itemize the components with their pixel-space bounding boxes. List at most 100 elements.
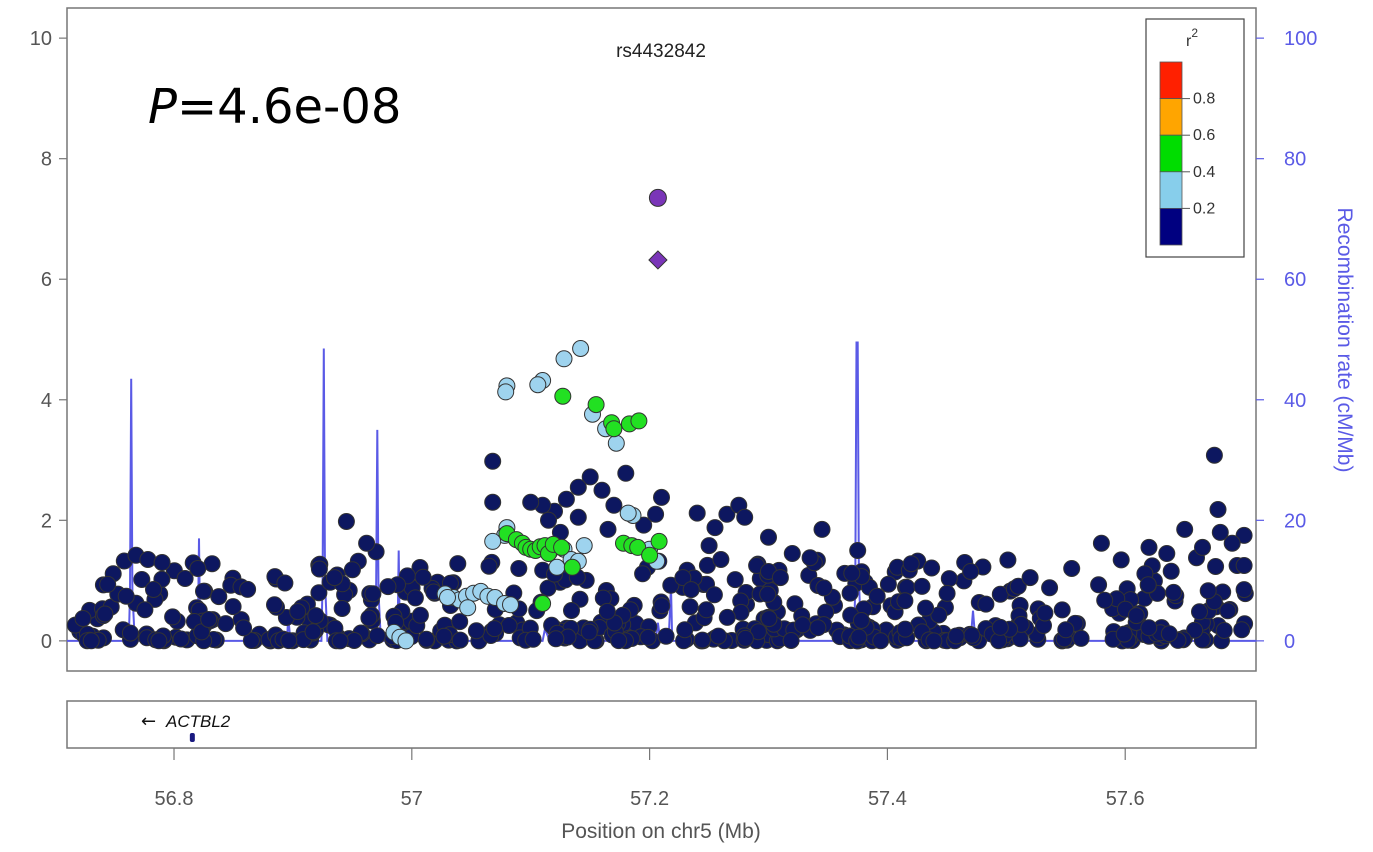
x-axis-title: Position on chr5 (Mb) (561, 820, 761, 843)
index-snp-circle (648, 188, 667, 207)
snp-point-low-ld (368, 627, 386, 645)
legend-label: 0.4 (1193, 164, 1215, 181)
snp-point-low-ld (635, 516, 653, 534)
snp-point-r2-0.2-0.4 (572, 340, 590, 357)
snp-point-low-ld (688, 504, 706, 522)
snp-point-low-ld (682, 581, 700, 599)
snp-point-low-ld (451, 613, 469, 631)
y-tick-label: 8 (41, 149, 52, 171)
right-tick-label: 60 (1284, 269, 1306, 291)
snp-point-low-ld (210, 588, 228, 606)
snp-point-r2-0.2-0.4 (575, 537, 593, 555)
snp-point-low-ld (917, 599, 935, 617)
snp-point-low-ld (310, 560, 328, 578)
index-snp-title: rs4432842 (616, 41, 706, 62)
snp-point-low-ld (96, 605, 114, 623)
snp-point-low-ld (718, 505, 736, 523)
snp-point-low-ld (697, 601, 715, 619)
snp-point-low-ld (879, 575, 897, 593)
snp-point-low-ld (337, 513, 355, 530)
snp-point-low-ld (653, 488, 670, 506)
snp-point-low-ld (451, 631, 469, 649)
y-tick-label: 2 (41, 510, 52, 532)
snp-point-low-ld (736, 629, 754, 647)
snp-point-low-ld (794, 616, 812, 634)
snp-point-low-ld (1112, 551, 1130, 569)
snp-point-low-ld (203, 555, 221, 573)
x-tick-label: 56.8 (155, 788, 194, 810)
snp-point-low-ld (136, 601, 154, 619)
snp-point-low-ld (358, 534, 376, 552)
snp-point-r2-0.4-0.6 (650, 532, 668, 550)
snp-point-r2-0.4-0.6 (587, 396, 605, 414)
right-tick-label: 0 (1284, 631, 1295, 653)
gene-body (189, 733, 195, 742)
snp-point-low-ld (1235, 526, 1253, 544)
snp-point-low-ld (164, 608, 182, 626)
legend-color-bin (1159, 134, 1183, 173)
snp-point-low-ld (605, 496, 623, 514)
snp-point-low-ld (276, 574, 294, 592)
snp-point-low-ld (681, 598, 699, 616)
snp-point-r2-0.2-0.4 (497, 383, 515, 401)
gene-label: ACTBL2 (165, 712, 231, 731)
snp-point-low-ld (569, 508, 587, 526)
snp-point-low-ld (1235, 581, 1253, 599)
snp-point-low-ld (938, 584, 956, 602)
snp-point-low-ld (662, 576, 680, 594)
snp-point-r2-0.2-0.4 (555, 350, 573, 368)
snp-point-low-ld (1209, 501, 1227, 518)
snp-point-low-ld (239, 580, 257, 598)
snp-point-low-ld (925, 632, 943, 650)
snp-point-r2-0.2-0.4 (502, 596, 519, 614)
snp-point-low-ld (406, 589, 424, 607)
snp-point-low-ld (150, 632, 168, 650)
snp-point-low-ld (1127, 607, 1145, 625)
snp-point-low-ld (82, 632, 100, 650)
snp-point-low-ld (999, 551, 1017, 569)
snp-point-low-ld (1009, 577, 1027, 595)
snp-point-low-ld (991, 618, 1009, 636)
gene-arrow: ← (141, 711, 156, 732)
snp-point-low-ld (693, 631, 711, 649)
snp-point-low-ld (706, 519, 724, 537)
snp-point-low-ld (1176, 520, 1194, 538)
snp-point-low-ld (647, 505, 665, 523)
snp-point-low-ld (676, 621, 694, 639)
snp-point-low-ld (484, 493, 502, 511)
snp-point-low-ld (783, 545, 801, 562)
snp-point-low-ld (133, 571, 151, 588)
snp-point-low-ld (700, 537, 718, 555)
snp-point-low-ld (653, 597, 671, 615)
snp-point-low-ld (524, 630, 542, 648)
snp-point-low-ld (1158, 545, 1176, 562)
snp-point-low-ld (1233, 621, 1251, 639)
snp-point-low-ld (809, 619, 827, 637)
snp-point-low-ld (902, 555, 920, 573)
snp-point-low-ld (782, 632, 800, 649)
snp-point-low-ld (417, 630, 435, 648)
snp-point-low-ld (1223, 534, 1241, 552)
snp-point-low-ld (224, 598, 242, 616)
snp-point-low-ld (841, 584, 859, 602)
snp-point-low-ld (581, 468, 599, 486)
x-tick-label: 57.4 (868, 788, 907, 810)
snp-point-low-ld (510, 560, 528, 577)
snp-point-low-ld (913, 577, 931, 595)
snp-point-low-ld (310, 584, 328, 602)
right-axis-title: Recombination rate (cM/Mb) (1333, 208, 1356, 473)
snp-point-low-ld (139, 551, 157, 568)
snp-point-low-ld (557, 490, 575, 508)
p-value-text: =4.6e-08 (177, 79, 401, 135)
snp-point-low-ld (1036, 604, 1054, 622)
gene-track-frame (66, 700, 1257, 749)
r2-legend: r2 0.8 0.6 0.4 0.2 (1145, 18, 1245, 258)
snp-point-low-ld (593, 481, 611, 499)
snp-point-low-ld (1140, 538, 1158, 556)
snp-point-low-ld (343, 561, 361, 579)
legend-title-base: r (1186, 33, 1192, 50)
legend-title-sup: 2 (1191, 26, 1198, 40)
snp-point-low-ld (1211, 523, 1229, 541)
snp-point-low-ld (1053, 601, 1071, 619)
